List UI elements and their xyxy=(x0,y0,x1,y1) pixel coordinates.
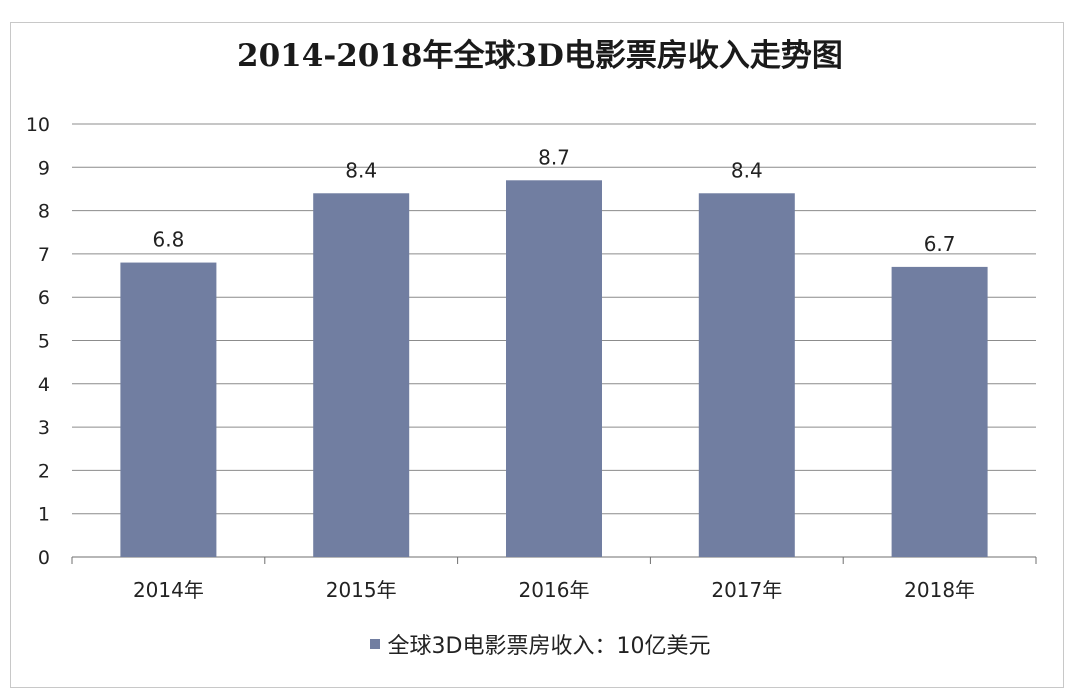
x-tick-label: 2016年 xyxy=(519,578,590,602)
chart-title: 2014-2018年全球3D电影票房收入走势图 xyxy=(237,38,843,74)
y-tick-label: 2 xyxy=(38,460,50,482)
bar xyxy=(313,193,410,557)
y-tick-label: 5 xyxy=(38,331,50,353)
x-axis: 2014年 2015年 2016年 2017年 2018年 xyxy=(71,557,1037,602)
y-tick-label: 1 xyxy=(38,504,50,526)
y-tick-label: 9 xyxy=(38,157,50,179)
legend: 全球3D电影票房收入：10亿美元 xyxy=(0,628,1080,660)
y-tick-label: 3 xyxy=(38,417,50,439)
data-label: 8.4 xyxy=(731,158,763,182)
x-tick-label: 2018年 xyxy=(904,578,975,602)
bar xyxy=(506,180,602,558)
bar xyxy=(698,193,795,557)
legend-swatch xyxy=(369,639,380,649)
x-tick-label: 2014年 xyxy=(133,578,204,602)
legend-label: 全球3D电影票房收入：10亿美元 xyxy=(387,634,711,659)
bars xyxy=(120,180,988,558)
data-label: 8.4 xyxy=(345,158,377,182)
bar xyxy=(891,266,988,557)
data-label: 8.7 xyxy=(538,145,570,169)
data-labels: 6.8 8.4 8.7 8.4 6.7 xyxy=(152,145,955,256)
x-tick-label: 2015年 xyxy=(326,578,397,602)
x-tick-label: 2017年 xyxy=(711,578,782,602)
y-tick-label: 0 xyxy=(38,547,50,569)
y-tick-label: 7 xyxy=(38,244,50,266)
y-tick-label: 8 xyxy=(38,201,50,223)
y-axis-ticks: 0 1 2 3 4 5 6 7 8 9 10 xyxy=(26,114,50,569)
y-tick-label: 4 xyxy=(38,374,50,396)
bar xyxy=(120,262,217,557)
y-tick-label: 6 xyxy=(38,287,50,309)
y-tick-label: 10 xyxy=(26,114,50,136)
data-label: 6.8 xyxy=(152,228,184,252)
data-label: 6.7 xyxy=(924,232,956,256)
